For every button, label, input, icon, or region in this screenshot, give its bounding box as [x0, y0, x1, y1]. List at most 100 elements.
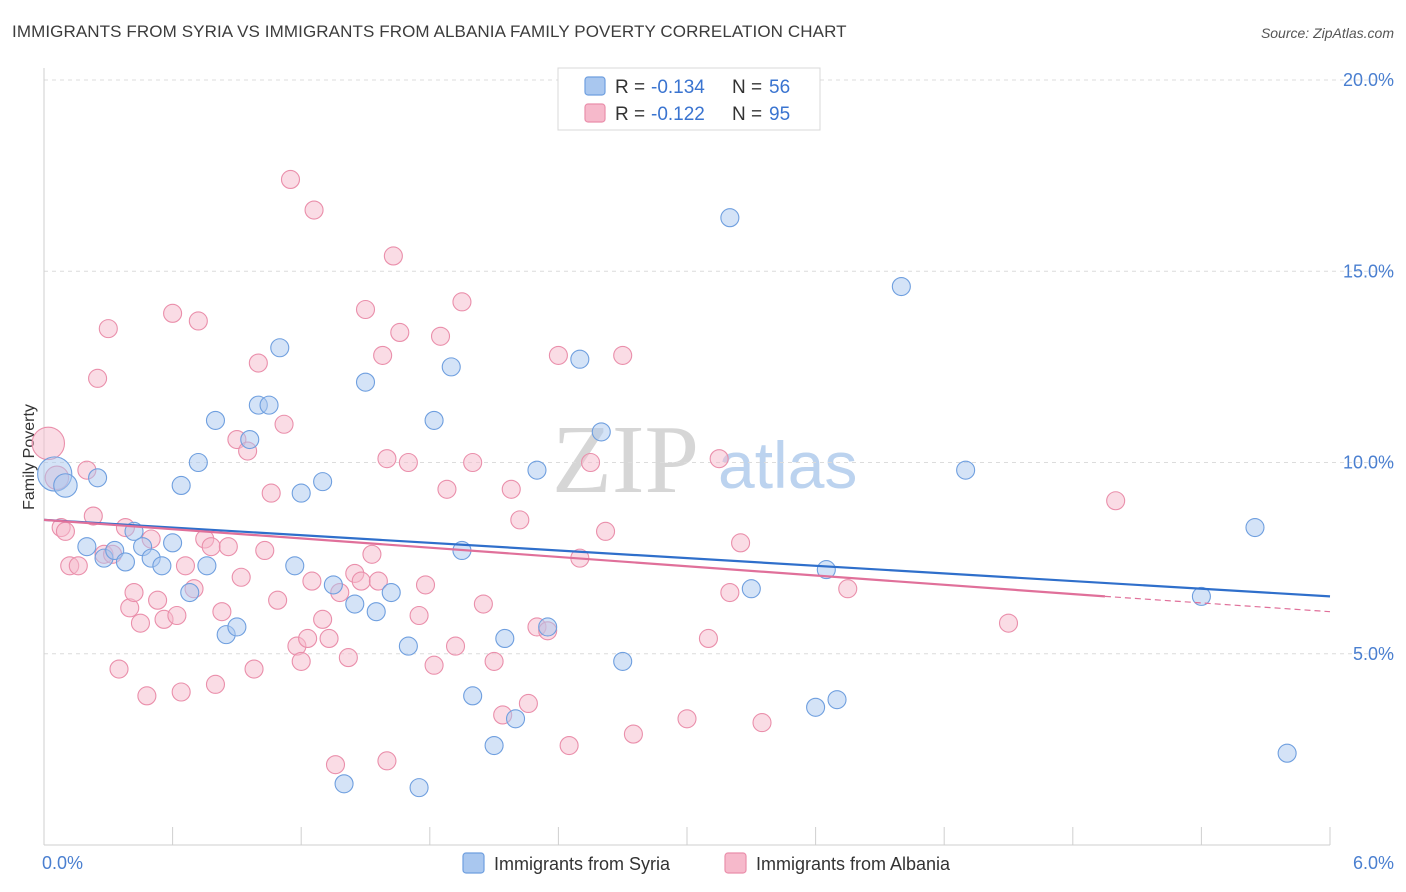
- syria-point: [409, 778, 429, 798]
- syria-point: [441, 357, 461, 377]
- syria-point: [334, 774, 354, 794]
- syria-point: [806, 697, 826, 717]
- albania-point: [373, 345, 393, 365]
- albania-point: [274, 414, 294, 434]
- syria-point: [259, 395, 279, 415]
- albania-point: [463, 452, 483, 473]
- syria-points: [37, 208, 1297, 798]
- syria-point: [741, 579, 761, 599]
- albania-point: [231, 567, 251, 587]
- albania-point: [368, 571, 388, 591]
- syria-point: [227, 617, 247, 637]
- syria-point: [366, 602, 386, 622]
- albania-point: [175, 556, 196, 576]
- albania-point: [261, 483, 281, 503]
- syria-point: [197, 556, 217, 576]
- albania-point: [302, 571, 322, 591]
- albania-point: [124, 582, 144, 603]
- albania-point: [677, 709, 697, 729]
- legend-r-label-albania: R =: [615, 104, 645, 125]
- albania-point: [698, 628, 718, 649]
- syria-point: [285, 556, 305, 576]
- x-tick-label-min: 0.0%: [42, 853, 83, 873]
- albania-point: [31, 426, 66, 461]
- y-tick-labels: 5.0% 10.0% 15.0% 20.0%: [1343, 70, 1394, 664]
- albania-point: [559, 735, 579, 756]
- albania-point: [501, 479, 521, 499]
- albania-point: [188, 311, 208, 331]
- albania-point: [98, 319, 118, 339]
- albania-point: [720, 582, 740, 603]
- albania-point: [109, 659, 129, 679]
- watermark-atlas: atlas: [718, 428, 857, 502]
- syria-point: [956, 460, 976, 480]
- albania-point: [244, 659, 264, 679]
- syria-point: [484, 735, 504, 756]
- albania-point: [268, 590, 288, 610]
- syria-point: [505, 709, 526, 729]
- albania-point: [130, 613, 150, 633]
- albania-point: [424, 655, 444, 675]
- trend-line-albania: [43, 518, 1106, 598]
- syria-point: [188, 452, 208, 473]
- albania-point: [319, 628, 339, 649]
- albania-point: [390, 322, 410, 343]
- albania-point: [167, 605, 187, 626]
- albania-point: [171, 682, 191, 702]
- legend-r-value-syria: -0.134: [651, 77, 705, 98]
- stats-legend: R = -0.134 N = 56 R = -0.122 N = 95: [557, 67, 821, 131]
- y-tick-label: 10.0%: [1343, 453, 1394, 473]
- bottom-legend-swatch-albania: [724, 852, 747, 874]
- albania-point: [613, 345, 633, 365]
- syria-point: [53, 473, 78, 498]
- albania-point: [484, 651, 504, 671]
- syria-point: [77, 537, 97, 557]
- syria-point: [163, 533, 183, 553]
- syria-point: [613, 651, 633, 671]
- albania-point: [409, 605, 429, 626]
- albania-point: [709, 449, 729, 469]
- bottom-legend-label-syria: Immigrants from Syria: [494, 854, 671, 874]
- syria-point: [345, 594, 365, 614]
- albania-point: [838, 579, 858, 599]
- albania-point: [88, 368, 108, 388]
- syria-point: [270, 338, 290, 358]
- albania-point: [55, 521, 75, 541]
- y-tick-label: 5.0%: [1353, 644, 1394, 664]
- x-ticks: [43, 827, 1331, 845]
- albania-point: [355, 299, 376, 320]
- albania-point: [338, 648, 358, 668]
- albania-point: [1106, 491, 1126, 511]
- syria-point: [398, 636, 418, 656]
- syria-point: [1277, 743, 1297, 763]
- albania-point: [415, 575, 436, 595]
- albania-point: [377, 449, 397, 469]
- syria-point: [180, 582, 200, 603]
- trend-line-albania-extension: [1104, 595, 1331, 613]
- albania-point: [510, 510, 530, 530]
- albania-point: [313, 609, 333, 629]
- albania-point: [580, 452, 601, 473]
- syria-point: [171, 475, 191, 496]
- syria-point: [88, 468, 108, 488]
- syria-point: [152, 556, 172, 576]
- albania-point: [752, 713, 772, 733]
- albania-point: [298, 628, 318, 649]
- albania-point: [148, 590, 168, 610]
- trend-lines: [43, 518, 1331, 613]
- syria-point: [424, 410, 444, 430]
- syria-point: [323, 575, 343, 595]
- albania-point: [445, 636, 466, 656]
- albania-point: [362, 544, 382, 564]
- source-label: Source: ZipAtlas.com: [1260, 25, 1394, 41]
- syria-point: [720, 208, 740, 228]
- albania-point: [304, 200, 324, 220]
- y-tick-label: 15.0%: [1343, 261, 1394, 281]
- syria-point: [827, 690, 847, 710]
- syria-point: [355, 372, 376, 392]
- albania-point: [218, 537, 238, 557]
- albania-point: [518, 693, 538, 714]
- legend-swatch-syria: [584, 76, 606, 96]
- legend-swatch-albania: [584, 103, 606, 123]
